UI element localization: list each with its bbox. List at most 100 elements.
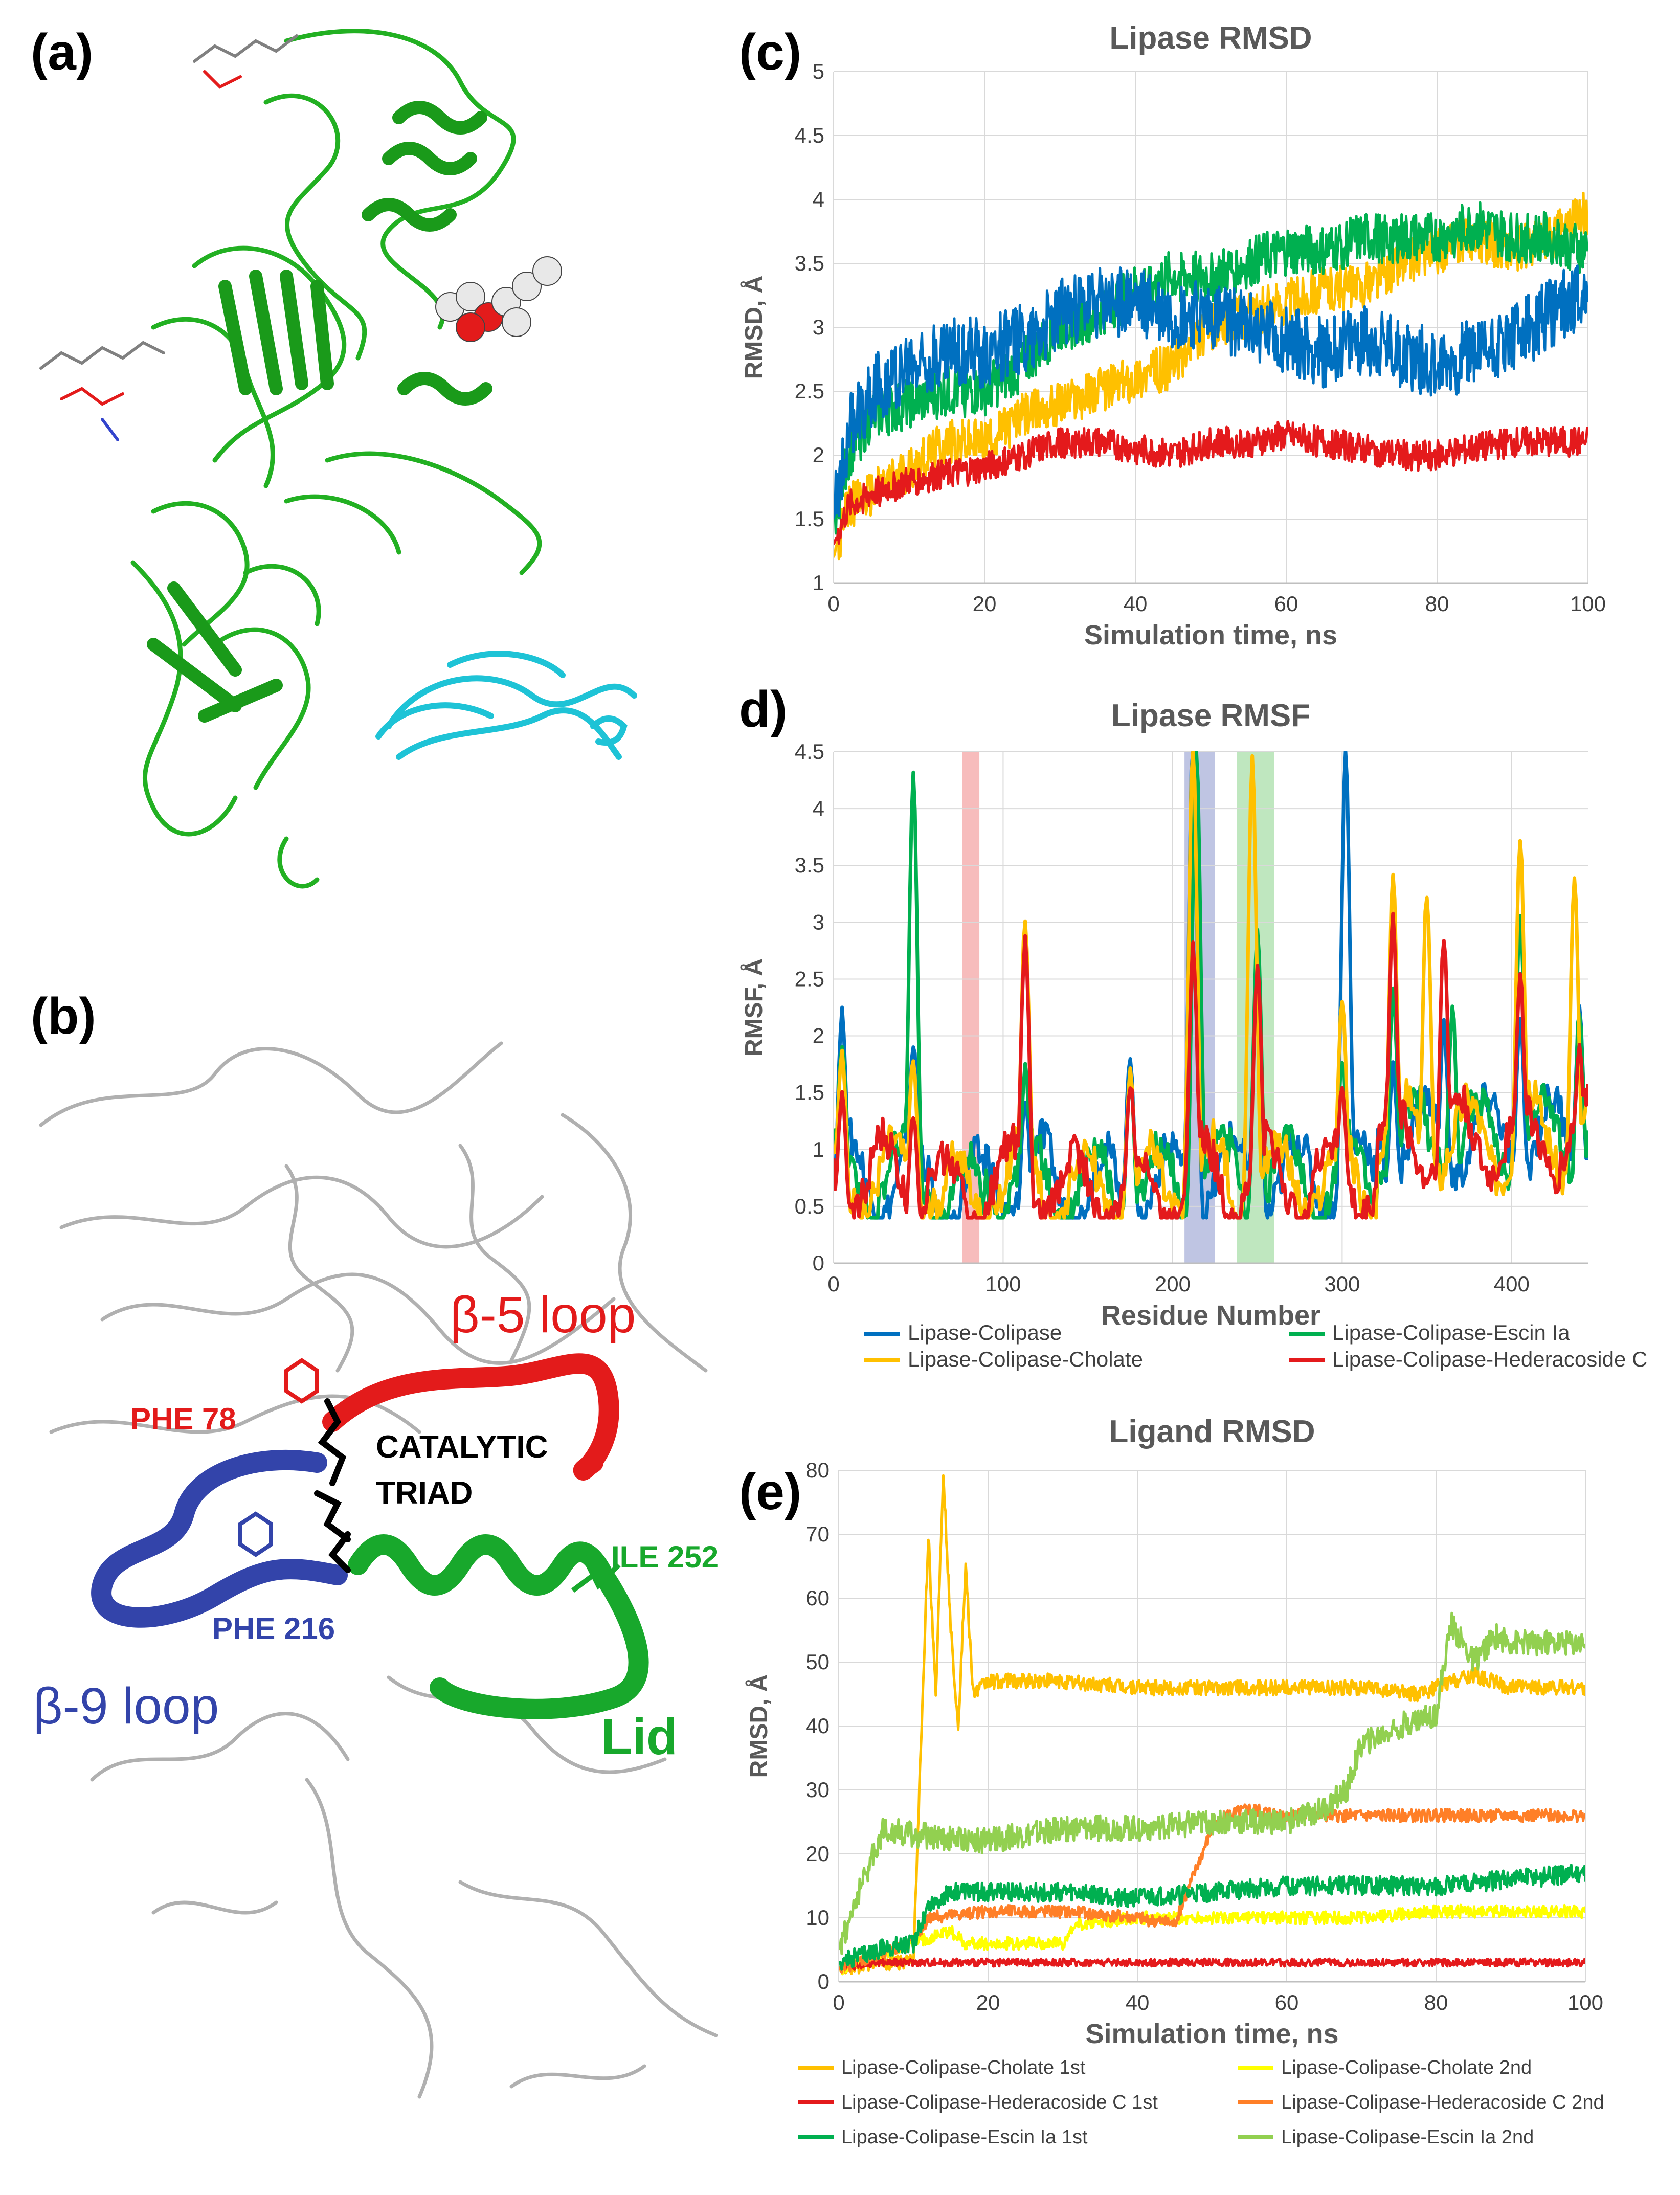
series-line-lipase-colipase-hederacoside-c: [834, 911, 1588, 1220]
x-tick-label: 0: [833, 1990, 844, 2014]
y-axis-label: RMSD, Å: [745, 1674, 773, 1778]
series-line-lipase-colipase-escin-ia-1st: [839, 1864, 1585, 1971]
catalytic-label: CATALYTIC: [376, 1429, 548, 1465]
x-tick-label: 60: [1274, 592, 1298, 616]
legend-entry: Lipase-Colipase-Hederacoside C 1st: [841, 2092, 1158, 2113]
lipase-ribbon: [130, 29, 542, 889]
x-tick-label: 300: [1324, 1272, 1360, 1296]
legend-entry: Lipase-Colipase: [908, 1320, 1062, 1345]
y-tick-label: 4.5: [795, 123, 824, 147]
beta9-loop-label: β-9 loop: [33, 1677, 219, 1735]
y-tick-label: 2: [813, 443, 824, 467]
chart-title: Ligand RMSD: [1109, 1414, 1315, 1449]
chart-title: Lipase RMSF: [1111, 698, 1310, 733]
y-tick-label: 2.5: [795, 379, 824, 403]
y-tick-label: 4: [813, 796, 824, 820]
phe216-sidechain: [238, 1511, 273, 1557]
legend-entry: Lipase-Colipase-Escin Ia: [1332, 1320, 1570, 1345]
lipase-rmsd-chart: 1 1.5 2 2.5 3 3.5 4 4.5 5 0 20 40 60 80 100 Lipase RMSD…: [740, 20, 1606, 651]
y-tick-label: 0: [813, 1251, 824, 1275]
x-tick-label: 20: [976, 1990, 1000, 2014]
y-tick-label: 3: [813, 910, 824, 934]
series-line-lipase-colipase-hederacoside-c: [834, 420, 1588, 545]
x-tick-label: 100: [985, 1272, 1021, 1296]
y-tick-label: 0: [818, 1969, 830, 1994]
panel-label-d: d): [739, 681, 788, 738]
y-tick-label: 50: [805, 1650, 830, 1674]
ile252-label: ILE 252: [611, 1540, 719, 1574]
x-axis-label: Simulation time, ns: [1084, 620, 1337, 651]
x-tick-label: 100: [1570, 592, 1606, 616]
panel-label-e: (e): [739, 1463, 802, 1520]
legend-entry: Lipase-Colipase-Escin Ia 2nd: [1281, 2126, 1534, 2148]
series-line-lipase-colipase-cholate-2nd: [839, 1903, 1585, 1976]
lipase-helices: [147, 101, 492, 723]
legend-entry: Lipase-Colipase-Escin Ia 1st: [841, 2126, 1088, 2148]
y-tick-label: 1.5: [795, 1081, 824, 1105]
beta9-loop-ribbon: [91, 1449, 348, 1628]
y-tick-label: 3: [813, 315, 824, 339]
y-axis-label: RMSD, Å: [740, 276, 768, 379]
x-tick-label: 80: [1424, 1990, 1448, 2014]
y-tick-label: 4: [813, 187, 824, 211]
panel-label-c: (c): [739, 24, 802, 81]
y-tick-label: 0.5: [795, 1194, 824, 1218]
series-line-lipase-colipase: [834, 751, 1588, 1220]
ile252-sidechain: [571, 1553, 621, 1593]
x-tick-label: 0: [827, 592, 839, 616]
x-axis-label: Simulation time, ns: [1085, 2019, 1338, 2049]
x-axis-label: Residue Number: [1101, 1300, 1320, 1331]
y-tick-label: 80: [805, 1458, 830, 1482]
legend-entry: Lipase-Colipase-Hederacoside C 2nd: [1281, 2092, 1604, 2113]
x-tick-label: 40: [1124, 592, 1148, 616]
series-line-lipase-colipase: [834, 264, 1588, 520]
ligand-rmsd-chart: 0 10 20 30 40 50 60 70 80 0 20 40 60 80 100 Ligand RMSD…: [745, 1414, 1604, 2148]
phe216-label: PHE 216: [212, 1611, 335, 1646]
series-line-lipase-colipase-cholate-1st: [839, 1474, 1585, 1975]
y-tick-label: 1.5: [795, 507, 824, 531]
x-tick-label: 60: [1275, 1990, 1299, 2014]
y-tick-label: 10: [805, 1906, 830, 1930]
lid-label: Lid: [601, 1708, 678, 1765]
x-tick-label: 400: [1494, 1272, 1530, 1296]
y-tick-label: 2.5: [795, 967, 824, 991]
y-tick-label: 1: [813, 1137, 824, 1161]
x-tick-label: 200: [1155, 1272, 1191, 1296]
phe78-label: PHE 78: [130, 1402, 236, 1436]
series-line-lipase-colipase-hederacoside-c-1st: [839, 1957, 1585, 1972]
catalytic-triad-sticks: [314, 1398, 351, 1573]
triad-label: TRIAD: [376, 1475, 473, 1511]
legend-entry: Lipase-Colipase-Hederacoside C: [1332, 1347, 1647, 1371]
x-tick-label: 20: [973, 592, 997, 616]
colipase-ribbon: [375, 651, 637, 760]
legend-entry: Lipase-Colipase-Cholate: [908, 1347, 1143, 1371]
protein-structure-image: [39, 29, 637, 889]
y-tick-label: 4.5: [795, 740, 824, 764]
y-axis-label: RMSF, Å: [740, 958, 768, 1057]
x-tick-label: 0: [827, 1272, 839, 1296]
lid-ribbon: [348, 1534, 649, 1719]
y-tick-label: 3.5: [795, 251, 824, 275]
lipase-rmsf-chart: 0 0.5 1 1.5 2 2.5 3 3.5 4 4.5 0 100 200 300 400 Lipase …: [740, 698, 1647, 1371]
y-tick-label: 60: [805, 1586, 830, 1610]
panel-label-a: (a): [31, 24, 94, 81]
legend-entry: Lipase-Colipase-Cholate 2nd: [1281, 2057, 1532, 2078]
y-tick-label: 5: [813, 59, 824, 83]
series-line-lipase-colipase-escin-ia-2nd: [839, 1611, 1585, 1955]
ligand-spheres: [435, 256, 562, 342]
beta5-loop-label: β-5 loop: [450, 1286, 636, 1343]
y-tick-label: 40: [805, 1714, 830, 1738]
backbone-trace: [39, 1041, 718, 2099]
x-tick-label: 40: [1126, 1990, 1150, 2014]
phe78-sidechain: [284, 1358, 319, 1404]
x-tick-label: 80: [1425, 592, 1449, 616]
y-tick-label: 20: [805, 1842, 830, 1866]
x-tick-label: 100: [1567, 1990, 1603, 2014]
y-tick-label: 2: [813, 1024, 824, 1048]
y-tick-label: 3.5: [795, 853, 824, 877]
y-tick-label: 30: [805, 1778, 830, 1802]
legend-entry: Lipase-Colipase-Cholate 1st: [841, 2057, 1086, 2078]
active-site-image: β-5 loop β-9 loop Lid PHE 78 PHE 216 ILE…: [33, 1041, 719, 2099]
panel-label-b: (b): [31, 988, 96, 1045]
glycan-sticks: [39, 34, 298, 441]
